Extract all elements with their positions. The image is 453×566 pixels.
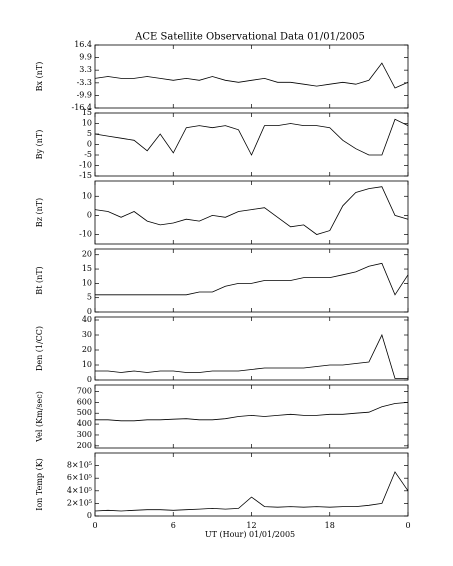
y-tick-label: -9.9: [77, 91, 92, 100]
y-axis-label: Bx (nT): [35, 62, 44, 92]
data-line: [95, 262, 409, 296]
y-axis-label: By (nT): [35, 130, 44, 160]
chart-title: ACE Satellite Observational Data 01/01/2…: [134, 32, 365, 43]
x-axis-label: UT (Hour) 01/01/2005: [205, 530, 295, 539]
y-tick-label: 4×10⁵: [67, 486, 92, 495]
y-tick-label: -10: [79, 161, 92, 170]
y-tick-label: 10: [82, 278, 92, 287]
y-tick-label: -15: [79, 171, 92, 180]
x-tick-label: 18: [325, 521, 335, 530]
data-line: [94, 471, 409, 512]
y-tick-label: 0: [87, 511, 92, 520]
y-tick-label: 0: [87, 307, 92, 316]
panel-frame: [94, 248, 409, 313]
y-axis-label: Bz (nT): [35, 198, 44, 227]
y-tick-label: -16.4: [71, 103, 92, 112]
x-tick-label: 0: [92, 521, 97, 530]
y-tick-label: 30: [82, 330, 92, 339]
panel-frame: [94, 112, 409, 177]
y-tick-label: 6×10⁵: [67, 473, 92, 482]
y-tick-label: 8×10⁵: [67, 461, 92, 470]
y-tick-label: 5: [87, 129, 92, 138]
x-tick-label: 0: [405, 521, 410, 530]
y-tick-label: 0: [87, 210, 92, 219]
panel-frame: [94, 384, 409, 449]
y-tick-label: 10: [82, 360, 92, 369]
y-tick-label: -5: [84, 150, 92, 159]
y-tick-label: 400: [77, 419, 92, 428]
y-tick-label: 3.3: [79, 65, 92, 74]
y-tick-label: 0: [87, 375, 92, 384]
y-tick-label: 300: [77, 430, 92, 439]
data-line: [94, 62, 409, 89]
y-tick-label: 40: [82, 315, 92, 324]
data-line: [94, 118, 409, 156]
y-tick-label: 9.9: [79, 52, 92, 61]
panel-frame: [94, 44, 409, 109]
y-tick-label: 15: [82, 264, 92, 273]
y-axis-label: Den (1/CC): [35, 326, 44, 371]
x-tick-label: 6: [171, 521, 176, 530]
y-tick-label: 10: [82, 191, 92, 200]
y-tick-label: 20: [82, 250, 92, 259]
y-axis-label: Bt (nT): [35, 266, 44, 294]
y-tick-label: 15: [82, 108, 92, 117]
y-tick-label: 10: [82, 119, 92, 128]
y-tick-label: 16.4: [74, 40, 92, 49]
data-line: [95, 333, 408, 379]
y-tick-label: -3.3: [77, 78, 92, 87]
y-tick-label: 2×10⁵: [67, 498, 92, 507]
y-tick-label: 500: [77, 408, 92, 417]
y-tick-label: 20: [82, 345, 92, 354]
panel-frame: [94, 452, 409, 517]
y-tick-label: 200: [77, 441, 92, 450]
y-tick-label: 5: [87, 293, 92, 302]
y-tick-label: 600: [77, 397, 92, 406]
data-line: [95, 402, 409, 422]
y-tick-label: -10: [79, 229, 92, 238]
y-tick-label: 700: [77, 387, 92, 396]
y-tick-label: 0: [87, 140, 92, 149]
y-axis-label: Vel (Km/sec): [35, 391, 44, 443]
y-axis-label: Ion Temp (K): [35, 458, 44, 511]
panel-frame: [94, 316, 409, 381]
x-tick-label: 12: [246, 521, 256, 530]
data-line: [94, 186, 409, 235]
panel-frame: [94, 180, 409, 245]
